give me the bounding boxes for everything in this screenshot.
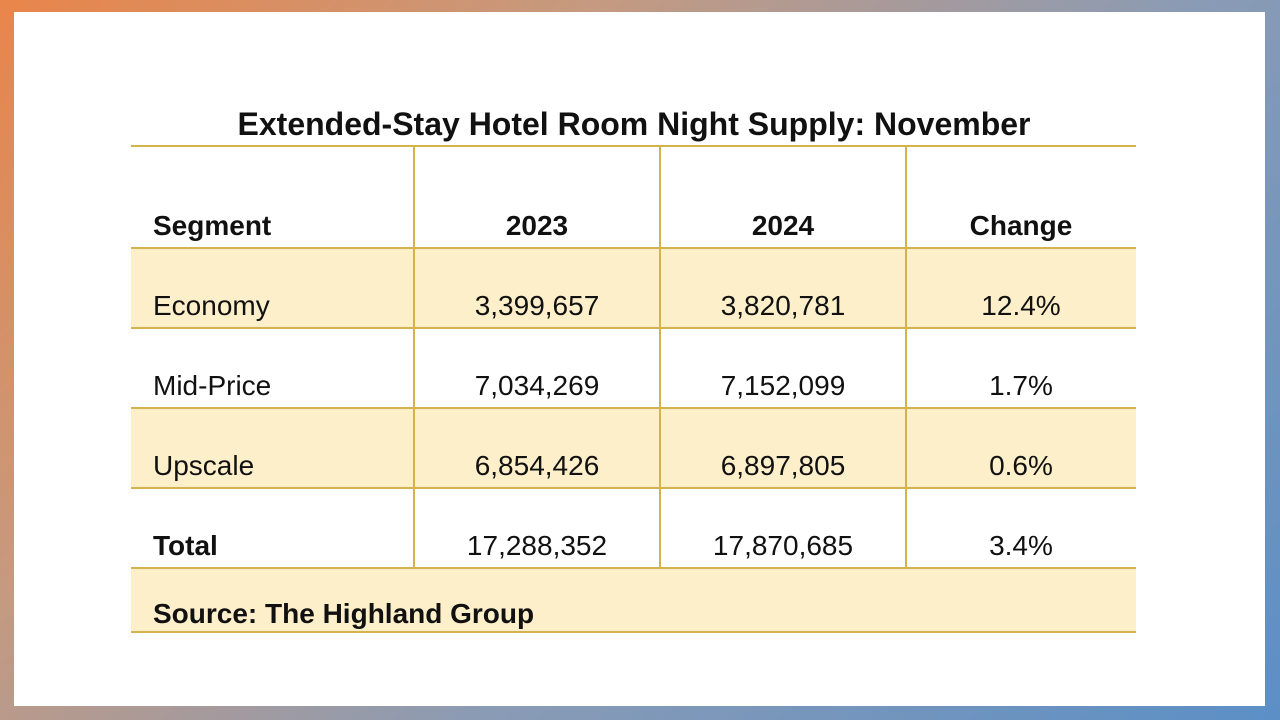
rule-bottom bbox=[131, 631, 1136, 633]
rule-col-3 bbox=[905, 145, 907, 568]
cell-2023: 17,288,352 bbox=[466, 530, 608, 561]
cell-segment: Mid-Price bbox=[153, 370, 272, 401]
table-row-total: Total 17,288,352 17,870,685 3.4% bbox=[131, 488, 1136, 568]
cell-2024: 7,152,099 bbox=[720, 370, 846, 401]
rule-row-2 bbox=[131, 407, 1136, 409]
cell-change: 0.6% bbox=[989, 450, 1053, 481]
header-row: Segment 2023 2024 Change bbox=[131, 145, 1136, 248]
cell-2023: 7,034,269 bbox=[474, 370, 600, 401]
cell-2024: 17,870,685 bbox=[712, 530, 854, 561]
rule-col-2 bbox=[659, 145, 661, 568]
rule-col-1 bbox=[413, 145, 415, 568]
source-note: Source: The Highland Group bbox=[153, 598, 535, 629]
header-2023: 2023 bbox=[505, 210, 569, 241]
rule-top bbox=[131, 145, 1136, 147]
table-row-economy: Economy 3,399,657 3,820,781 12.4% bbox=[131, 248, 1136, 328]
rule-row-1 bbox=[131, 327, 1136, 329]
rule-row-3 bbox=[131, 487, 1136, 489]
cell-segment: Economy bbox=[153, 290, 270, 321]
header-2024: 2024 bbox=[751, 210, 815, 241]
cell-2023: 6,854,426 bbox=[474, 450, 600, 481]
table-row-mid-price: Mid-Price 7,034,269 7,152,099 1.7% bbox=[131, 328, 1136, 408]
rule-header bbox=[131, 247, 1136, 249]
header-segment: Segment bbox=[153, 210, 272, 241]
cell-2023: 3,399,657 bbox=[474, 290, 600, 321]
table-row-upscale: Upscale 6,854,426 6,897,805 0.6% bbox=[131, 408, 1136, 488]
cell-segment: Total bbox=[153, 530, 218, 561]
cell-change: 1.7% bbox=[989, 370, 1053, 401]
cell-change: 3.4% bbox=[989, 530, 1053, 561]
table-title: Extended-Stay Hotel Room Night Supply: N… bbox=[237, 106, 1031, 142]
cell-segment: Upscale bbox=[153, 450, 255, 481]
source-row: Source: The Highland Group bbox=[131, 568, 1136, 632]
cell-2024: 6,897,805 bbox=[720, 450, 846, 481]
cell-change: 12.4% bbox=[981, 290, 1061, 321]
cell-2024: 3,820,781 bbox=[720, 290, 846, 321]
header-change: Change bbox=[969, 210, 1073, 241]
rule-row-4 bbox=[131, 567, 1136, 569]
